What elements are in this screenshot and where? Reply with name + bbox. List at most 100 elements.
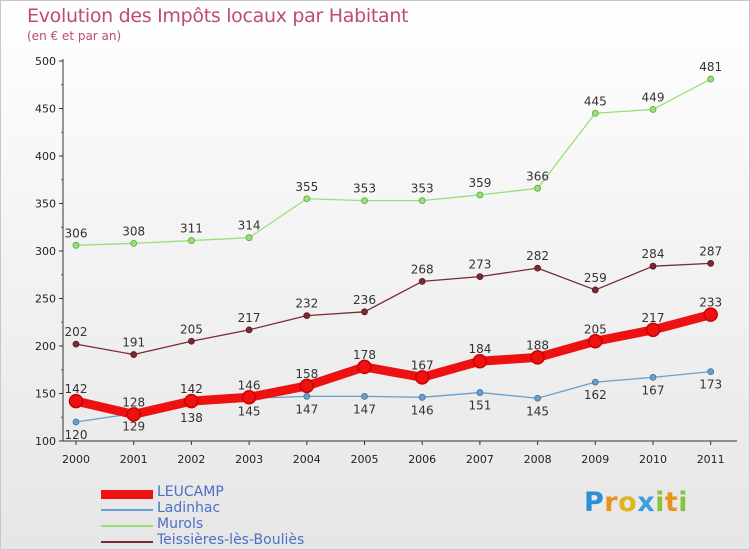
data-point — [534, 264, 541, 272]
proxiti-logo: Proxiti — [584, 487, 688, 518]
series-line-3 — [75, 262, 712, 356]
chart-title: Evolution des Impôts locaux par Habitant — [27, 5, 409, 27]
data-point — [591, 286, 599, 294]
y-tick-label: 300 — [35, 245, 56, 258]
data-label: 202 — [65, 325, 88, 339]
data-label: 188 — [526, 338, 549, 352]
data-label: 359 — [468, 176, 491, 190]
data-label: 128 — [122, 395, 145, 409]
data-label: 184 — [468, 342, 491, 356]
data-label: 273 — [468, 258, 491, 272]
data-point — [649, 373, 657, 381]
data-label: 129 — [122, 419, 145, 433]
data-label: 145 — [526, 404, 549, 418]
logo-letter: r — [604, 487, 619, 518]
data-point — [245, 326, 253, 334]
x-tick-label: 2001 — [120, 453, 148, 466]
data-label: 158 — [295, 367, 318, 381]
data-point — [72, 418, 80, 426]
logo-letter: t — [664, 487, 679, 518]
data-label: 449 — [642, 90, 665, 104]
legend-label: LEUCAMP — [157, 484, 224, 500]
data-point — [361, 392, 368, 400]
chart-plot: 100 150 200 250 300 350 400 450 500 2000 2001 2002 2… — [35, 55, 737, 466]
data-label: 355 — [295, 180, 318, 194]
data-label: 232 — [295, 297, 318, 311]
data-point — [588, 334, 603, 349]
data-point — [649, 262, 657, 270]
logo-letter: x — [637, 487, 656, 518]
data-point — [707, 368, 715, 376]
series-line-2 — [75, 78, 712, 246]
y-tick-label: 200 — [35, 340, 56, 353]
series-line-1 — [75, 370, 712, 423]
data-point — [130, 351, 138, 358]
data-point — [418, 393, 426, 401]
data-point — [126, 407, 141, 422]
legend-label: Ladinhac — [157, 500, 221, 516]
data-point — [591, 378, 599, 386]
data-point — [645, 322, 661, 338]
data-label: 167 — [642, 383, 665, 397]
data-label: 205 — [180, 322, 203, 336]
data-label: 217 — [642, 311, 665, 325]
data-label: 138 — [180, 411, 203, 425]
data-point — [72, 340, 80, 348]
data-label: 353 — [411, 182, 434, 196]
data-label: 162 — [584, 388, 607, 402]
data-label: 284 — [642, 247, 665, 261]
data-label: 308 — [122, 224, 145, 238]
data-label: 146 — [238, 378, 261, 392]
logo-letter: i — [655, 487, 665, 518]
data-point — [476, 389, 484, 396]
data-label: 268 — [411, 262, 434, 276]
chart-subtitle: (en € et par an) — [27, 29, 122, 43]
data-label: 145 — [238, 404, 261, 418]
x-tick-label: 2003 — [235, 453, 263, 466]
data-point — [707, 75, 715, 83]
data-label: 353 — [353, 182, 376, 196]
x-tick-label: 2004 — [293, 453, 321, 466]
data-point — [534, 184, 541, 192]
data-point — [418, 197, 426, 205]
data-point — [530, 350, 545, 365]
legend-swatch — [101, 541, 153, 543]
x-tick-label: 2005 — [351, 453, 379, 466]
data-point — [303, 392, 311, 400]
data-label: 366 — [526, 169, 549, 183]
x-tick-label: 2006 — [408, 453, 436, 466]
data-point — [299, 378, 315, 394]
data-point — [418, 277, 426, 285]
data-label: 259 — [584, 271, 607, 285]
data-point — [357, 359, 372, 375]
logo-letter: o — [618, 487, 638, 518]
data-label: 147 — [295, 402, 318, 416]
data-label: 142 — [180, 382, 203, 396]
data-label: 173 — [699, 378, 722, 392]
legend-label: Murols — [157, 516, 204, 532]
y-tick-label: 400 — [35, 150, 56, 163]
x-tick-label: 2011 — [697, 453, 725, 466]
y-tick-label: 100 — [35, 435, 56, 448]
data-label: 205 — [584, 322, 607, 336]
data-point — [187, 237, 195, 244]
x-tick-label: 2010 — [639, 453, 667, 466]
data-label: 282 — [526, 249, 549, 263]
data-label: 178 — [353, 348, 376, 362]
data-label: 146 — [411, 403, 434, 417]
data-label: 191 — [122, 336, 145, 350]
legend-swatch — [101, 509, 153, 511]
data-point — [361, 197, 368, 205]
data-label: 445 — [584, 94, 607, 108]
data-label: 287 — [699, 244, 722, 258]
y-tick-label: 350 — [35, 198, 56, 211]
data-label: 233 — [699, 296, 722, 310]
data-point — [130, 239, 138, 247]
data-label: 142 — [65, 382, 88, 396]
data-point — [591, 109, 599, 117]
data-point — [534, 394, 541, 402]
data-point — [303, 312, 311, 320]
data-label: 306 — [65, 226, 88, 240]
data-label: 147 — [353, 402, 376, 416]
